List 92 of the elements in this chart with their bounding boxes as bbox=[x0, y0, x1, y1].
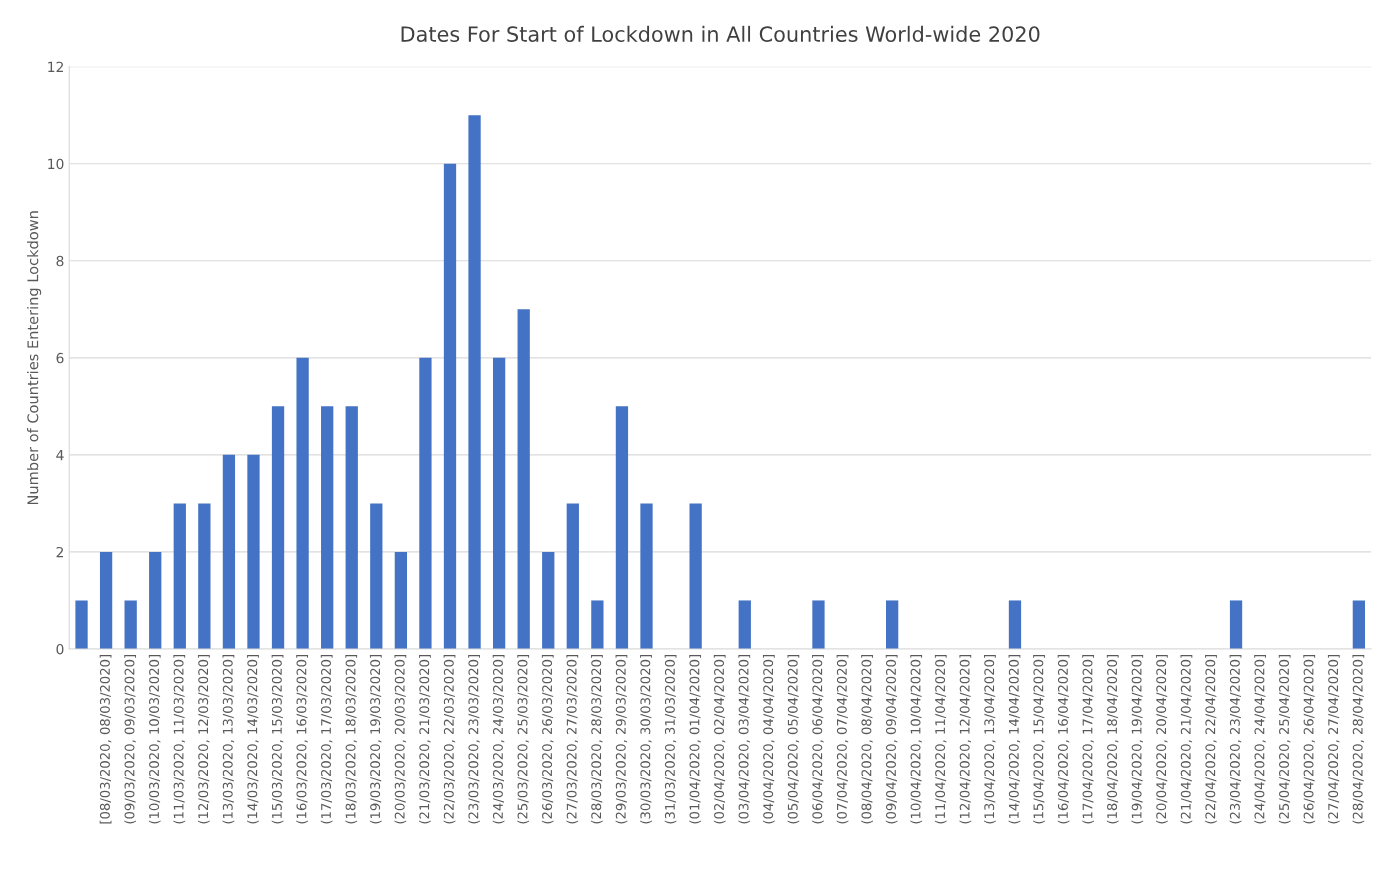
x-tick-label: (28/03/2020, 28/03/2020] bbox=[590, 654, 603, 824]
bar bbox=[615, 406, 629, 649]
bar bbox=[591, 600, 604, 649]
x-tick-label: [08/03/2020, 08/03/2020] bbox=[99, 654, 112, 824]
x-tick-label: (12/04/2020, 12/04/2020] bbox=[959, 654, 972, 824]
x-tick-label: (09/03/2020, 09/03/2020] bbox=[124, 654, 137, 824]
y-tick-label: 4 bbox=[56, 450, 64, 461]
bar bbox=[738, 600, 751, 649]
bar bbox=[1229, 600, 1243, 649]
x-tick-label: (27/03/2020, 27/03/2020] bbox=[566, 654, 579, 824]
x-tick-label: (17/04/2020, 17/04/2020] bbox=[1082, 654, 1095, 824]
bar bbox=[124, 600, 137, 649]
x-tick-label: (15/03/2020, 15/03/2020] bbox=[271, 654, 284, 824]
bar bbox=[640, 503, 653, 649]
bar bbox=[75, 600, 88, 649]
x-tick-label: (10/03/2020, 10/03/2020] bbox=[148, 654, 161, 824]
x-tick-label: (11/04/2020, 11/04/2020] bbox=[934, 654, 947, 824]
x-tick-label: (08/04/2020, 08/04/2020] bbox=[861, 654, 873, 824]
y-tick-label: 12 bbox=[48, 61, 63, 72]
bar bbox=[886, 600, 899, 649]
x-tick-label: (15/04/2020, 15/04/2020] bbox=[1033, 654, 1045, 824]
bar bbox=[1008, 600, 1022, 649]
bar bbox=[173, 503, 186, 649]
bar bbox=[443, 163, 457, 649]
y-tick-label: 10 bbox=[48, 158, 64, 170]
x-tick-label: (04/04/2020, 04/04/2020] bbox=[762, 654, 775, 824]
x-tick-label: (26/03/2020, 26/03/2020] bbox=[541, 654, 554, 824]
x-tick-label: (30/03/2020, 30/03/2020] bbox=[640, 654, 652, 824]
x-tick-label: (27/04/2020, 27/04/2020] bbox=[1327, 654, 1340, 824]
x-tick-label: (20/03/2020, 20/03/2020] bbox=[394, 654, 407, 824]
bar bbox=[492, 357, 506, 649]
chart-title: Dates For Start of Lockdown in All Countries World-wide 2020 bbox=[401, 25, 1040, 42]
x-tick-label: (03/04/2020, 03/04/2020] bbox=[738, 654, 751, 824]
bar bbox=[99, 551, 113, 649]
x-tick-label: (22/04/2020, 22/04/2020] bbox=[1205, 654, 1217, 824]
x-tick-label: (05/04/2020, 05/04/2020] bbox=[787, 654, 800, 824]
x-tick-label: (07/04/2020, 07/04/2020] bbox=[836, 654, 849, 824]
x-tick-label: (14/03/2020, 14/03/2020] bbox=[247, 654, 259, 824]
bar bbox=[1352, 600, 1366, 649]
x-tick-label: (12/03/2020, 12/03/2020] bbox=[197, 654, 210, 824]
bar bbox=[222, 454, 236, 649]
y-tick-label: 6 bbox=[56, 352, 64, 364]
x-tick-label: (20/04/2020, 20/04/2020] bbox=[1155, 654, 1168, 824]
x-tick-label: (21/03/2020, 21/03/2020] bbox=[419, 654, 431, 824]
bar bbox=[345, 406, 358, 649]
x-tick-label: (24/03/2020, 24/03/2020] bbox=[492, 654, 505, 824]
x-tick-label: (16/04/2020, 16/04/2020] bbox=[1057, 654, 1070, 824]
x-tick-label: (31/03/2020, 31/03/2020] bbox=[664, 654, 677, 824]
y-tick-label: 0 bbox=[56, 643, 64, 655]
x-tick-label: (10/04/2020, 10/04/2020] bbox=[910, 654, 923, 824]
x-tick-label: (19/03/2020, 19/03/2020] bbox=[369, 654, 382, 824]
bar bbox=[689, 503, 702, 649]
bar bbox=[247, 454, 260, 649]
x-tick-label: (13/04/2020, 13/04/2020] bbox=[984, 654, 996, 824]
x-tick-label: (23/04/2020, 23/04/2020] bbox=[1229, 654, 1242, 824]
x-tick-label: (25/04/2020, 25/04/2020] bbox=[1278, 654, 1291, 824]
bar bbox=[271, 406, 285, 649]
x-tick-label: (21/04/2020, 21/04/2020] bbox=[1180, 654, 1193, 824]
x-tick-label: (02/04/2020, 02/04/2020] bbox=[713, 654, 726, 824]
x-tick-label: (18/03/2020, 18/03/2020] bbox=[345, 654, 358, 824]
bar bbox=[542, 551, 555, 649]
bar bbox=[468, 115, 481, 649]
bar bbox=[812, 600, 825, 649]
x-tick-label: (19/04/2020, 19/04/2020] bbox=[1131, 654, 1144, 824]
bar bbox=[566, 503, 579, 649]
x-tick-label: (22/03/2020, 22/03/2020] bbox=[443, 654, 456, 824]
bar bbox=[419, 357, 432, 649]
x-tick-label: (06/04/2020, 06/04/2020] bbox=[812, 654, 824, 824]
x-tick-label: (01/04/2020, 01/04/2020] bbox=[689, 654, 702, 824]
x-tick-label: (17/03/2020, 17/03/2020] bbox=[320, 654, 333, 824]
bar bbox=[321, 406, 334, 649]
y-tick-label: 8 bbox=[56, 255, 64, 267]
x-tick-label: (26/04/2020, 26/04/2020] bbox=[1303, 654, 1316, 824]
x-tick-label: (09/04/2020, 09/04/2020] bbox=[885, 654, 898, 824]
x-tick-label: (29/03/2020, 29/03/2020] bbox=[615, 654, 628, 824]
y-axis-title: Number of Countries Entering Lockdown bbox=[27, 211, 42, 505]
bar bbox=[517, 309, 530, 649]
x-tick-label: (18/04/2020, 18/04/2020] bbox=[1106, 654, 1119, 824]
x-tick-label: (16/03/2020, 16/03/2020] bbox=[296, 654, 308, 824]
x-tick-label: (28/04/2020, 28/04/2020] bbox=[1352, 654, 1365, 824]
bar bbox=[370, 503, 383, 649]
x-tick-label: (11/03/2020, 11/03/2020] bbox=[173, 654, 186, 824]
y-tick-label: 2 bbox=[56, 546, 63, 558]
x-tick-label: (24/04/2020, 24/04/2020] bbox=[1254, 654, 1266, 824]
bar bbox=[149, 551, 162, 649]
bar bbox=[198, 503, 211, 649]
x-tick-label: (25/03/2020, 25/03/2020] bbox=[517, 654, 530, 824]
bar bbox=[296, 357, 309, 649]
bar bbox=[394, 551, 408, 649]
x-tick-label: (13/03/2020, 13/03/2020] bbox=[222, 654, 235, 824]
x-tick-label: (14/04/2020, 14/04/2020] bbox=[1008, 654, 1021, 824]
x-tick-label: (23/03/2020, 23/03/2020] bbox=[468, 654, 480, 824]
